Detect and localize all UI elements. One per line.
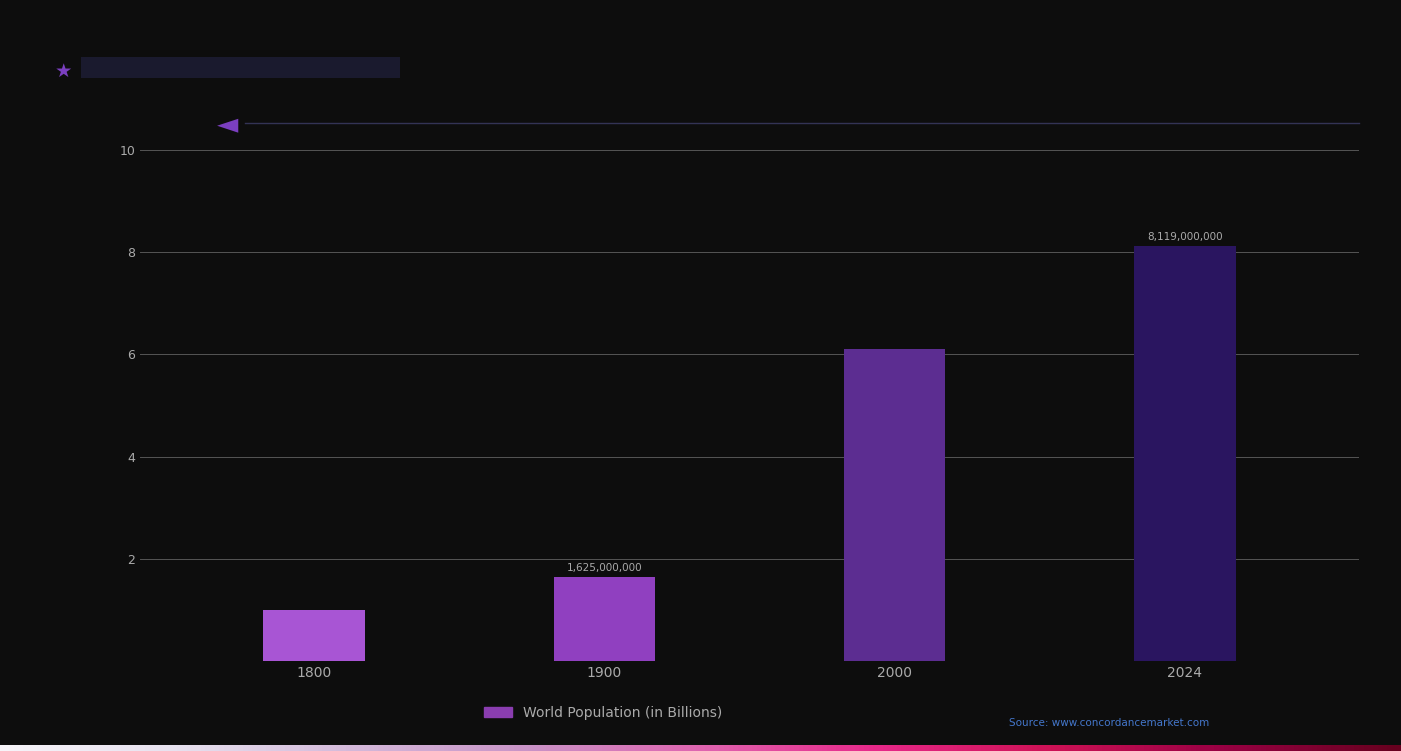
- Bar: [263, 610, 366, 661]
- Text: 8,119,000,000: 8,119,000,000: [1147, 232, 1223, 242]
- Text: ★: ★: [55, 62, 71, 81]
- Text: Source: www.concordancemarket.com: Source: www.concordancemarket.com: [1009, 719, 1209, 728]
- Text: Global Population (Uptill - July 2024): Global Population (Uptill - July 2024): [84, 60, 398, 75]
- Bar: [1133, 246, 1236, 661]
- Bar: [843, 349, 946, 661]
- Text: ◄: ◄: [217, 110, 238, 138]
- Text: 1,625,000,000: 1,625,000,000: [566, 562, 642, 572]
- Legend: World Population (in Billions): World Population (in Billions): [479, 701, 729, 725]
- Bar: [553, 577, 656, 661]
